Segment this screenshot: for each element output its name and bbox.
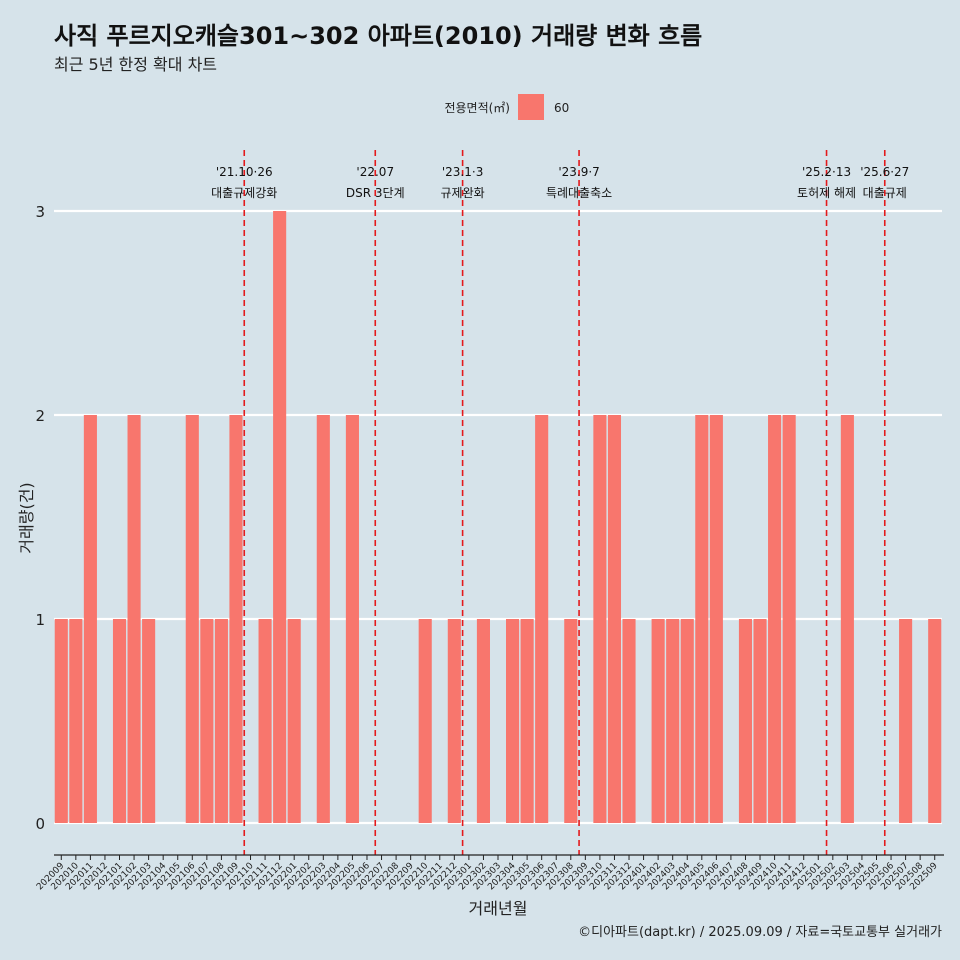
bar: [607, 415, 622, 823]
y-tick-label: 0: [35, 815, 45, 833]
bar: [127, 415, 141, 823]
event-date: '21.10·26: [216, 165, 273, 179]
caption: ©디아파트(dapt.kr) / 2025.09.09 / 자료=국토교통부 실…: [578, 925, 942, 940]
y-tick-label: 1: [35, 611, 45, 629]
bar: [753, 619, 767, 823]
bar: [418, 619, 432, 823]
event-label: 대출규제강화: [211, 186, 277, 200]
bars: [54, 211, 942, 823]
chart-subtitle: 최근 5년 한정 확대 차트: [54, 55, 217, 74]
bar: [200, 619, 214, 823]
event-label: 대출규제: [863, 186, 907, 200]
y-tick-label: 3: [35, 203, 45, 221]
bar: [316, 415, 330, 823]
bar: [214, 619, 228, 823]
event-date: '22.07: [356, 165, 394, 179]
event-label: 특례대출축소: [546, 186, 612, 200]
legend-title: 전용면적(㎡): [444, 101, 510, 115]
y-axis-title: 거래량(건): [17, 482, 36, 553]
event-date: '25.2·13: [802, 165, 851, 179]
event-date: '23.1·3: [442, 165, 483, 179]
bar: [535, 415, 549, 823]
bar: [506, 619, 520, 823]
bar: [840, 415, 854, 823]
bar: [345, 415, 359, 823]
event-label: DSR 3단계: [346, 186, 405, 200]
chart-title: 사직 푸르지오캐슬301~302 아파트(2010) 거래량 변화 흐름: [54, 22, 702, 50]
bar: [709, 415, 723, 823]
bar: [54, 619, 68, 823]
bar: [142, 619, 156, 823]
bar: [680, 619, 694, 823]
bar: [69, 619, 83, 823]
event-markers: '21.10·26 대출규제강화 '22.07 DSR 3단계 '23.1·3 규제완화 '…: [211, 150, 909, 855]
bar: [666, 619, 680, 823]
bar: [229, 415, 243, 823]
bar: [622, 619, 636, 823]
y-tick-label: 2: [35, 407, 45, 425]
legend-label: 60: [554, 101, 569, 115]
bar: [258, 619, 272, 823]
event-date: '25.6·27: [860, 165, 909, 179]
bar: [112, 619, 127, 823]
legend-swatch: [518, 94, 544, 120]
bar: [928, 619, 942, 823]
bar: [476, 619, 490, 823]
event-label: 규제완화: [441, 186, 485, 200]
bar: [782, 415, 796, 823]
bar: [564, 619, 578, 823]
bar: [651, 619, 665, 823]
y-axis: 0 1 2 3: [35, 203, 45, 833]
bar: [287, 619, 301, 823]
bar: [738, 619, 753, 823]
bar: [520, 619, 534, 823]
bar: [593, 415, 607, 823]
bar: [185, 415, 199, 823]
bar: [273, 211, 287, 823]
x-axis: 2020092020102020112020122021012021022021…: [35, 854, 944, 892]
bar: [83, 415, 97, 823]
legend: 전용면적(㎡) 60: [444, 94, 569, 120]
bar: [695, 415, 709, 823]
event-date: '23.9·7: [558, 165, 599, 179]
x-axis-title: 거래년월: [469, 899, 528, 918]
bar: [447, 619, 461, 823]
bar: [768, 415, 782, 823]
event-label: 토허제 해제: [797, 186, 856, 200]
bar: [899, 619, 913, 823]
